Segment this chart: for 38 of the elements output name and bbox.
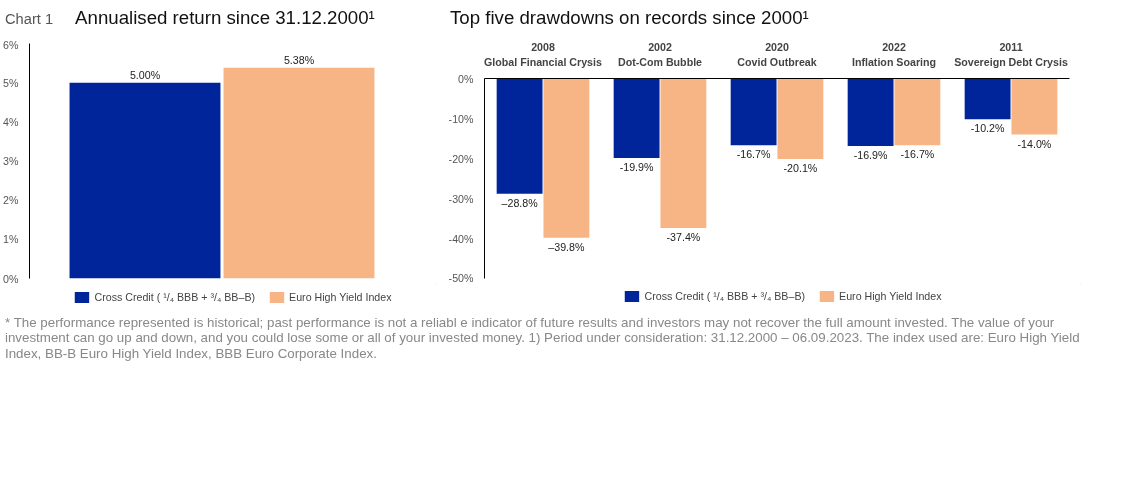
y-tick-label: 0% (458, 72, 475, 85)
y-tick-label: 2% (3, 194, 20, 207)
y-tick-label: 3% (3, 155, 20, 167)
y-tick-label: 0% (3, 272, 20, 285)
x-tick-label: 2022 Inflation Soaring (851, 41, 937, 68)
data-label: 5.00% (129, 68, 161, 81)
legend-label: Euro High Yield Index (289, 291, 392, 303)
data-label: -16.7% (900, 148, 935, 161)
y-tick-label: 1% (3, 233, 20, 246)
data-label: -14.0% (1017, 137, 1052, 150)
y-tick-label: -20% (448, 152, 475, 165)
data-label: –28.8% (501, 196, 539, 209)
data-label: -37.4% (666, 231, 701, 244)
data-label: -20.1% (783, 161, 818, 174)
y-tick-label: 6% (3, 38, 20, 51)
chart-title: Top five drawdowns on records since 2000¹ (450, 7, 809, 28)
data-label: -10.2% (970, 122, 1006, 135)
x-tick-label: 2011 Sovereign Debt Crysis (954, 41, 1068, 68)
caption: Chart 1 (5, 11, 54, 27)
chart-title: Annualised return since 31.12.2000¹ (75, 7, 375, 28)
data-label: -16.9% (853, 149, 889, 162)
legend-label: Euro High Yield Index (839, 290, 942, 302)
y-tick-label: -10% (448, 112, 475, 125)
data-label: –39.8% (548, 240, 585, 253)
x-tick-label: 2020 Covid Outbreak (737, 41, 817, 68)
data-label: 5.38% (283, 53, 315, 66)
y-tick-label: 5% (3, 76, 20, 89)
x-tick-label: 2002 Dot-Com Bubble (617, 41, 703, 68)
data-label: -19.9% (619, 161, 655, 174)
y-tick-label: -50% (448, 271, 475, 284)
y-tick-label: 4% (3, 115, 20, 128)
y-tick-label: -30% (448, 192, 475, 205)
legend-label: Cross Credit ( ¹/₄ BBB + ³/₄ BB–B) (94, 291, 256, 303)
legend-label: Cross Credit ( ¹/₄ BBB + ³/₄ BB–B) (644, 290, 806, 302)
data-label: -16.7% (736, 148, 772, 161)
x-tick-label: 2008 Global Financial Crysis (484, 41, 602, 68)
y-tick-label: -40% (448, 232, 475, 245)
text: * The performance represented is historical; past performance is not a reliabl e indicator of future results and investors may not recover the full amount invested. The value of your investment can go up and down, and you could lose some or all of your invested money. 1) Period under consideration: 31.12.2000 – 06.09.2023. The index used are: Euro High Yield Index, BB-B Euro High Yield Index, BBB Euro Corporate Index. (5, 315, 1081, 361)
